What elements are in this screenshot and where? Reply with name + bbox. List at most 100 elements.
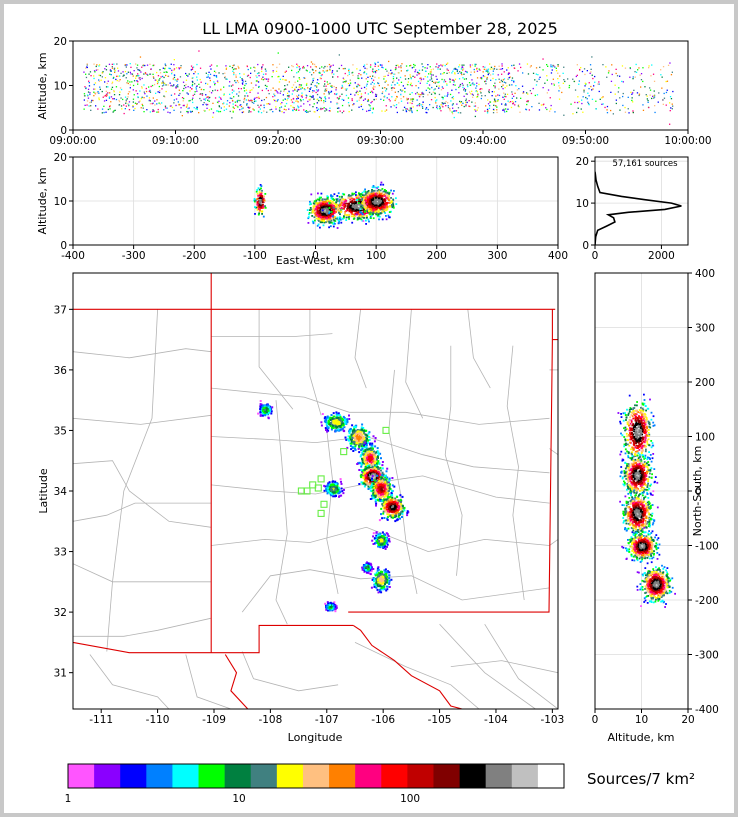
time-height-source-point [647, 99, 649, 102]
plan-view-source-point [335, 415, 338, 418]
time-height-source-point [445, 105, 447, 107]
time-height-source-point [501, 65, 503, 67]
time-height-source-point [583, 91, 585, 93]
plan-view-source-point [342, 415, 345, 418]
time-height-source-point [304, 77, 306, 79]
time-height-source-point [250, 67, 252, 69]
east-west-source-point [382, 206, 385, 208]
time-height-source-point [296, 72, 298, 74]
time-height-source-point [432, 74, 434, 76]
time-height-source-point [445, 63, 448, 65]
time-height-source-point [559, 75, 561, 77]
east-west-xtick-label: 100 [366, 250, 386, 262]
time-height-source-point [365, 88, 368, 90]
time-height-source-point [264, 78, 266, 80]
time-height-source-point [256, 80, 258, 82]
plan-view-source-point [332, 412, 335, 415]
time-height-source-point [343, 99, 345, 101]
east-west-source-point [336, 207, 339, 210]
time-height-source-point [629, 76, 631, 78]
time-height-source-point [231, 99, 234, 102]
plan-view-source-point [373, 464, 376, 467]
plan-view-source-point [369, 442, 372, 445]
east-west-xtick-label: 400 [548, 250, 568, 262]
time-height-xtick-label: 09:00:00 [49, 135, 96, 147]
time-height-source-point [511, 97, 513, 99]
time-height-source-point [240, 104, 242, 106]
time-height-source-point [401, 90, 403, 92]
time-height-source-point [144, 64, 146, 67]
time-height-source-point [114, 69, 116, 71]
time-height-source-point [629, 67, 631, 69]
time-height-source-point [440, 89, 443, 91]
time-height-source-point [476, 109, 478, 111]
time-height-source-point [416, 74, 418, 76]
time-height-source-point [384, 75, 386, 77]
time-height-source-point [258, 106, 260, 108]
time-height-source-point [442, 98, 444, 100]
time-height-source-point [297, 97, 299, 99]
time-height-source-point [505, 82, 507, 84]
time-height-source-point [369, 107, 372, 109]
time-height-source-point [665, 80, 667, 83]
plan-view-source-point [264, 411, 266, 414]
plan-view-source-point [320, 424, 323, 427]
time-height-source-point [335, 87, 337, 89]
plan-view-source-point [353, 446, 355, 449]
time-height-source-point [396, 111, 398, 114]
time-height-source-point [315, 89, 318, 91]
time-height-source-point [662, 66, 665, 68]
time-height-source-point [242, 107, 244, 109]
east-west-source-point [392, 202, 394, 204]
time-height-source-point [542, 69, 544, 71]
east-west-source-point [258, 201, 261, 204]
time-height-source-point [485, 105, 487, 107]
time-height-source-point [277, 99, 279, 101]
time-height-source-point [632, 92, 634, 94]
east-west-source-point [332, 198, 335, 201]
plan-view-source-point [361, 451, 364, 454]
time-height-source-point [382, 91, 384, 93]
time-height-source-point [418, 69, 421, 71]
east-west-source-point [340, 200, 342, 203]
east-west-source-point [261, 196, 264, 199]
plan-view-source-point [334, 430, 337, 433]
time-height-source-point [341, 84, 343, 87]
plan-view-source-point [356, 463, 359, 465]
time-height-source-point [214, 75, 216, 77]
plan-view-source-point [359, 433, 362, 436]
east-west-source-point [335, 201, 338, 204]
time-height-source-point [288, 91, 290, 93]
time-height-source-point [583, 68, 586, 70]
plan-view-source-point [332, 421, 335, 424]
time-height-source-point [471, 93, 473, 95]
plan-view-source-point [337, 423, 340, 426]
time-height-source-point [323, 100, 325, 102]
east-west-source-point [350, 196, 352, 198]
time-height-source-point [453, 116, 455, 119]
east-west-source-point [378, 197, 380, 200]
time-height-source-point [348, 71, 350, 73]
east-west-source-point [259, 209, 261, 212]
time-height-source-point [93, 88, 95, 90]
east-west-source-point [313, 200, 316, 203]
plan-view-source-point [337, 412, 340, 415]
time-height-source-point [157, 108, 159, 111]
time-height-source-point [263, 106, 265, 109]
time-height-source-point [368, 109, 370, 112]
plan-view-source-point [361, 443, 364, 446]
time-height-source-point [243, 101, 245, 103]
east-west-source-point [353, 192, 356, 195]
east-west-source-point [333, 218, 335, 221]
time-height-source-point [464, 90, 466, 92]
time-height-source-point [101, 76, 103, 78]
time-height-source-point [576, 111, 578, 114]
time-height-source-point [298, 77, 300, 79]
time-height-source-point [574, 89, 577, 91]
time-height-source-point [176, 80, 178, 82]
east-west-source-point [358, 205, 361, 208]
time-height-source-point [363, 64, 366, 66]
time-height-source-point [594, 75, 596, 78]
time-height-source-point [258, 75, 260, 77]
histogram-grid [594, 157, 688, 246]
